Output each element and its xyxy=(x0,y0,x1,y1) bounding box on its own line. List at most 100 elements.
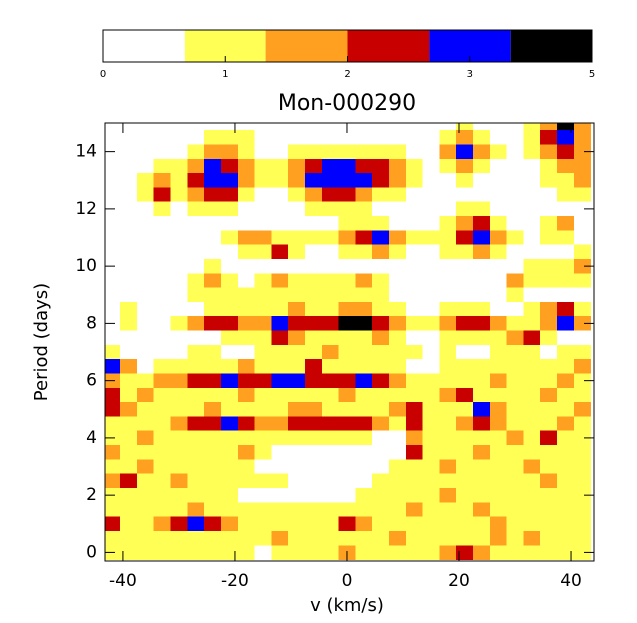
contour-cell xyxy=(422,316,441,332)
contour-cell xyxy=(153,402,172,418)
contour-cell xyxy=(489,144,508,160)
contour-cell xyxy=(187,459,205,475)
contour-cell xyxy=(540,144,558,160)
contour-cell xyxy=(321,287,340,303)
contour-cell xyxy=(153,488,172,503)
contour-cell xyxy=(304,173,323,189)
contour-cell xyxy=(557,516,575,532)
contour-cell xyxy=(304,273,323,289)
contour-cell xyxy=(456,445,474,460)
contour-cell xyxy=(187,430,205,446)
contour-cell xyxy=(288,130,306,146)
contour-cell xyxy=(288,216,306,231)
contour-cell xyxy=(321,230,340,246)
contour-cell xyxy=(540,516,558,532)
contour-cell xyxy=(439,301,457,317)
contour-cell xyxy=(136,244,155,260)
contour-cell xyxy=(120,545,138,561)
contour-cell xyxy=(523,173,541,189)
contour-cell xyxy=(355,330,373,346)
contour-cell xyxy=(304,216,323,231)
contour-cell xyxy=(120,287,138,303)
contour-cell xyxy=(573,359,592,375)
axes: -40 -20 0 20 40 0 2 4 6 8 10 12 14 xyxy=(75,122,595,591)
contour-cell xyxy=(388,273,407,289)
contour-cell xyxy=(254,201,272,217)
x-tick-label: -40 xyxy=(109,571,137,591)
contour-cell xyxy=(456,216,474,231)
contour-cell xyxy=(321,416,340,432)
contour-cell xyxy=(540,402,558,418)
y-tick-label: 10 xyxy=(75,256,97,276)
contour-cell xyxy=(304,158,323,174)
contour-cell xyxy=(204,187,222,203)
contour-cell xyxy=(473,273,491,289)
contour-cell xyxy=(405,130,424,146)
contour-cell xyxy=(237,387,256,403)
contour-cell xyxy=(422,387,441,403)
contour-cell xyxy=(422,158,441,174)
contour-cell xyxy=(237,187,256,203)
contour-cell xyxy=(506,387,525,403)
contour-cell xyxy=(220,258,239,274)
contour-cell xyxy=(439,123,457,131)
contour-cell xyxy=(557,387,575,403)
y-tick-label: 14 xyxy=(75,142,97,162)
contour-cell xyxy=(540,387,558,403)
contour-cell xyxy=(540,301,558,317)
contour-cell xyxy=(405,316,424,332)
contour-cell xyxy=(187,402,205,418)
contour-cell xyxy=(271,130,289,146)
contour-cell xyxy=(573,530,592,546)
contour-cell xyxy=(105,273,121,289)
contour-cell xyxy=(288,287,306,303)
contour-cell xyxy=(271,344,289,360)
contour-cell xyxy=(388,488,407,503)
contour-cell xyxy=(372,473,390,489)
contour-cell xyxy=(170,473,188,489)
contour-cell xyxy=(304,258,323,274)
contour-cell xyxy=(105,516,121,532)
contour-cell xyxy=(489,416,508,432)
contour-cell xyxy=(506,445,525,460)
contour-cell xyxy=(338,416,356,432)
contour-cell xyxy=(170,545,188,561)
contour-cell xyxy=(321,301,340,317)
contour-cell xyxy=(557,130,575,146)
contour-cell xyxy=(187,201,205,217)
contour-cell xyxy=(473,158,491,174)
contour-cell xyxy=(405,387,424,403)
contour-cell xyxy=(170,316,188,332)
contour-cell xyxy=(120,216,138,231)
contour-cell xyxy=(338,130,356,146)
contour-cell xyxy=(338,244,356,260)
contour-cell xyxy=(489,201,508,217)
contour-cell xyxy=(204,244,222,260)
contour-cell xyxy=(304,530,323,546)
contour-cell xyxy=(405,344,424,360)
contour-cell xyxy=(220,402,239,418)
contour-cell xyxy=(136,402,155,418)
contour-cell xyxy=(288,173,306,189)
contour-cell xyxy=(355,516,373,532)
contour-cell xyxy=(204,173,222,189)
contour-cell xyxy=(338,144,356,160)
contour-cell xyxy=(355,430,373,446)
contour-cell xyxy=(388,344,407,360)
contour-cell xyxy=(237,430,256,446)
contour-cell xyxy=(473,187,491,203)
contour-cell xyxy=(388,473,407,489)
contour-cell xyxy=(405,158,424,174)
contour-cell xyxy=(153,301,172,317)
contour-cell xyxy=(204,123,222,131)
contour-cell xyxy=(187,244,205,260)
contour-cell xyxy=(422,273,441,289)
contour-cell xyxy=(170,459,188,475)
contour-cell xyxy=(456,158,474,174)
contour-cell xyxy=(304,330,323,346)
contour-cell xyxy=(220,244,239,260)
x-tick-label: -20 xyxy=(221,571,249,591)
contour-cell xyxy=(523,359,541,375)
contour-cell xyxy=(220,216,239,231)
contour-cell xyxy=(338,173,356,189)
